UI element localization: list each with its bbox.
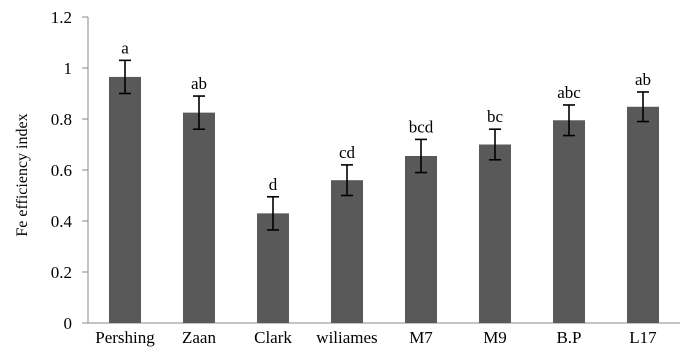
bar-l17 xyxy=(627,106,659,323)
y-tick-label: 0.4 xyxy=(51,212,73,231)
bar-wiliames xyxy=(331,180,363,323)
significance-label: a xyxy=(121,38,129,57)
x-tick-label: M7 xyxy=(409,328,433,347)
x-tick-label: wiliames xyxy=(316,328,377,347)
x-tick-label: M9 xyxy=(483,328,507,347)
bar-clark xyxy=(257,213,289,323)
y-tick-label: 0.6 xyxy=(51,161,72,180)
significance-label: d xyxy=(269,175,278,194)
bar-zaan xyxy=(183,112,215,323)
significance-label: abc xyxy=(557,83,581,102)
y-tick-label: 1 xyxy=(64,59,73,78)
x-tick-label: L17 xyxy=(629,328,657,347)
bar-m7 xyxy=(405,155,437,323)
y-tick-label: 0.2 xyxy=(51,263,72,282)
x-tick-label: Zaan xyxy=(182,328,216,347)
significance-label: bc xyxy=(487,107,504,126)
significance-label: ab xyxy=(191,74,207,93)
significance-label: cd xyxy=(339,143,356,162)
significance-label: bcd xyxy=(409,117,434,136)
significance-label: ab xyxy=(635,70,651,89)
y-tick-label: 0 xyxy=(64,314,73,333)
bar-m9 xyxy=(479,144,511,323)
y-axis: 0 0.2 0.4 0.6 0.8 1 1.2 xyxy=(51,8,89,333)
bar-pershing xyxy=(109,76,141,323)
x-tick-label: Clark xyxy=(254,328,292,347)
x-tick-label: Pershing xyxy=(95,328,155,347)
y-tick-label: 1.2 xyxy=(51,8,72,27)
x-axis: Pershing Zaan Clark wiliames M7 M9 B.P L17 xyxy=(88,322,680,347)
bars-group: a ab d cd bcd bc abc ab xyxy=(109,38,659,324)
x-tick-label: B.P xyxy=(556,328,581,347)
y-axis-title: Fe efficiency index xyxy=(14,113,31,236)
y-tick-label: 0.8 xyxy=(51,110,72,129)
bar-b-p xyxy=(553,120,585,324)
